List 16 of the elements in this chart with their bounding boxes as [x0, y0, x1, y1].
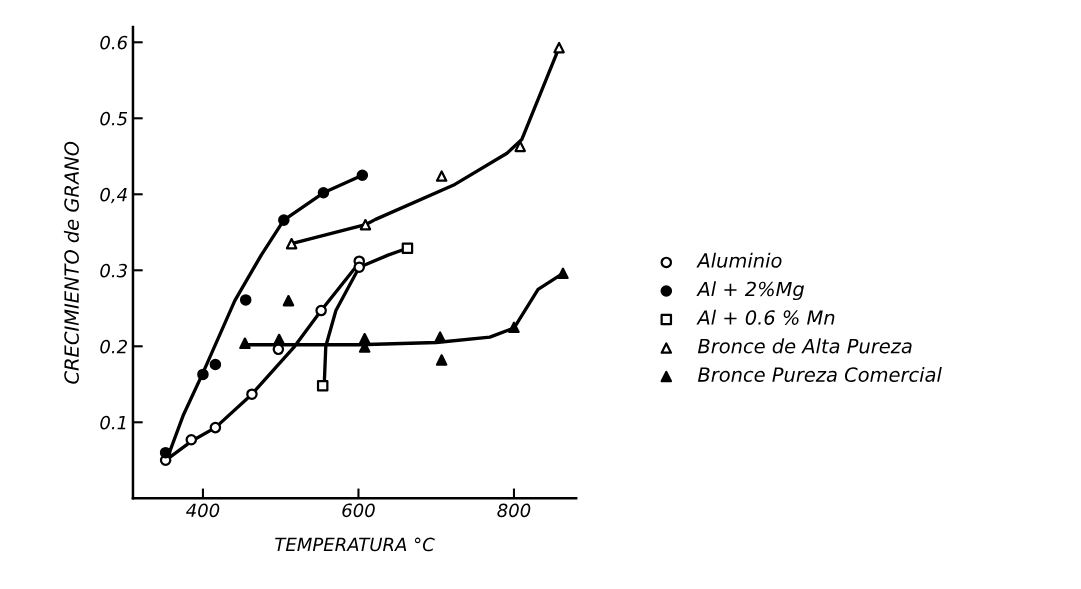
y-tick-label: 0.6 — [100, 35, 128, 50]
legend-label: Al + 0.6 % Mn — [696, 309, 835, 325]
y-axis-title: CRECIMIENTO de GRANO — [63, 141, 79, 384]
x-tick-label: 600 — [342, 503, 375, 518]
x-axis-title: TEMPERATURA °C — [275, 537, 435, 552]
legend-label: Aluminio — [696, 252, 782, 268]
legend-label: Bronce Pureza Comercial — [697, 366, 942, 382]
y-tick-label: 0.5 — [100, 111, 128, 126]
x-tick-label: 400 — [186, 503, 220, 518]
y-tick-label: 0.3 — [100, 263, 127, 278]
legend-label: Al + 2%Mg — [696, 281, 804, 301]
y-tick-label: 0.1 — [100, 415, 126, 430]
y-tick-label: 0,4 — [100, 187, 127, 204]
legend-label: Bronce de Alta Pureza — [697, 338, 912, 354]
y-tick-label: 0.2 — [100, 339, 127, 354]
x-tick-label: 800 — [497, 503, 531, 518]
